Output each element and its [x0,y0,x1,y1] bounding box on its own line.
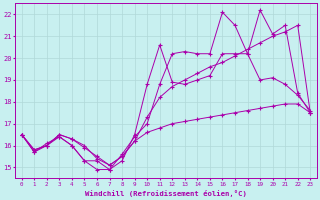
X-axis label: Windchill (Refroidissement éolien,°C): Windchill (Refroidissement éolien,°C) [85,190,247,197]
